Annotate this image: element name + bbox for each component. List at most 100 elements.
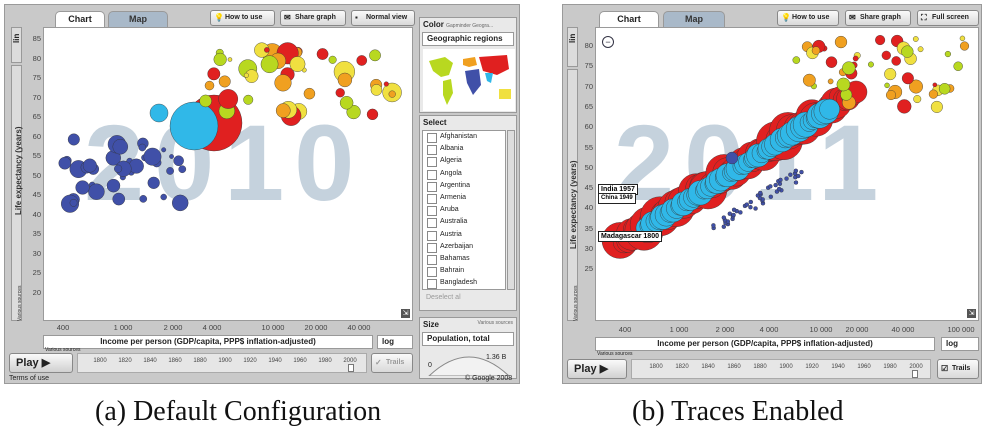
country-bubble[interactable] [138, 143, 147, 152]
trail-bubble[interactable] [768, 194, 774, 200]
country-bubble[interactable] [112, 192, 126, 206]
country-bubble[interactable] [218, 75, 231, 88]
country-item[interactable]: Bangladesh [423, 277, 505, 289]
y-axis-selector[interactable] [567, 69, 578, 321]
trail-bubble[interactable] [799, 169, 804, 175]
country-bubble[interactable] [69, 198, 78, 207]
trail-bubble[interactable] [819, 98, 840, 120]
trail-bubble[interactable] [748, 199, 754, 205]
country-list[interactable]: Afghanistan Albania Algeria Angola Argentina… [422, 130, 506, 290]
country-bubble[interactable] [114, 164, 123, 173]
country-bubble[interactable] [959, 41, 970, 51]
country-bubble[interactable] [366, 108, 379, 120]
trail-label-china[interactable]: China 1949 [598, 193, 636, 204]
country-bubble[interactable] [891, 56, 901, 66]
trail-bubble[interactable] [748, 204, 753, 210]
country-bubble[interactable] [852, 55, 859, 62]
country-bubble[interactable] [932, 82, 938, 88]
country-bubble[interactable] [867, 61, 874, 68]
country-bubble[interactable] [339, 96, 354, 110]
trail-bubble[interactable] [731, 212, 736, 218]
y-scale-toggle[interactable]: lin [11, 27, 22, 63]
country-bubble[interactable] [842, 61, 856, 75]
country-bubble[interactable] [149, 103, 169, 123]
trail-bubble[interactable] [727, 211, 733, 216]
y-axis-selector[interactable] [11, 65, 22, 321]
country-bubble[interactable] [88, 183, 105, 200]
country-bubble[interactable] [316, 48, 329, 60]
country-bubble[interactable] [147, 176, 160, 189]
country-bubble[interactable] [884, 68, 897, 81]
country-bubble[interactable] [275, 103, 291, 118]
bubble-chart-area[interactable]: 2010 ⇲ [43, 27, 413, 321]
country-bubble[interactable] [792, 56, 801, 64]
zoom-out-icon[interactable]: − [602, 36, 614, 48]
country-bubble[interactable] [173, 155, 184, 167]
trail-bubble[interactable] [793, 168, 799, 174]
trail-bubble[interactable] [784, 176, 789, 181]
tab-chart[interactable]: Chart [55, 11, 105, 27]
x-axis-selector[interactable]: Income per person (GDP/capita, PPP$ infl… [43, 335, 373, 349]
share-graph-button[interactable]: ✉ Share graph [845, 10, 911, 26]
country-bubble[interactable] [802, 73, 816, 87]
trail-bubble[interactable] [768, 184, 773, 189]
bubble-chart-area[interactable]: 2011 − India 1957 China 1949 Madagascar … [595, 27, 979, 321]
x-axis-selector[interactable]: Income per person (GDP/capita, PPP$ infl… [595, 337, 935, 351]
country-bubble[interactable] [953, 61, 963, 71]
country-bubble[interactable] [264, 47, 270, 53]
country-bubble[interactable] [139, 195, 148, 203]
bubbles-layer[interactable] [44, 28, 414, 322]
country-bubble[interactable] [897, 99, 912, 114]
country-item[interactable]: Austria [423, 229, 505, 241]
play-button[interactable]: Play ▶ [9, 353, 73, 373]
trail-bubble[interactable] [793, 180, 799, 185]
country-bubble[interactable] [901, 45, 914, 58]
country-bubble[interactable] [337, 72, 353, 88]
country-bubble[interactable] [959, 35, 966, 42]
resize-icon[interactable]: ⇲ [967, 309, 976, 318]
country-bubble[interactable] [213, 52, 227, 66]
country-bubble[interactable] [881, 50, 891, 60]
country-bubble[interactable] [143, 147, 162, 166]
country-item[interactable]: Algeria [423, 155, 505, 168]
country-bubble[interactable] [128, 158, 144, 174]
country-bubble[interactable] [725, 151, 739, 165]
country-bubble[interactable] [204, 80, 215, 91]
country-item[interactable]: Afghanistan [423, 131, 505, 144]
tab-map[interactable]: Map [663, 11, 725, 27]
trail-bubble[interactable] [721, 215, 727, 220]
country-bubble[interactable] [909, 79, 923, 94]
bubbles-layer[interactable] [596, 28, 980, 322]
country-bubble[interactable] [160, 193, 167, 201]
country-bubble[interactable] [207, 67, 221, 81]
country-bubble[interactable] [260, 55, 279, 74]
country-bubble[interactable] [161, 147, 167, 153]
size-select[interactable]: Population, total [422, 332, 514, 346]
country-bubble[interactable] [917, 46, 924, 53]
play-button[interactable]: Play ▶ [567, 359, 627, 379]
country-item[interactable]: Bahrain [423, 265, 505, 278]
country-bubble[interactable] [356, 55, 368, 66]
country-bubble[interactable] [243, 72, 249, 78]
country-bubble[interactable] [913, 95, 922, 104]
country-bubble[interactable] [178, 165, 187, 174]
trails-toggle[interactable]: ✓ Trails [371, 353, 413, 373]
color-select[interactable]: Geographic regions [422, 32, 514, 46]
country-item[interactable]: Angola [423, 168, 505, 180]
tab-map[interactable]: Map [108, 11, 168, 27]
country-bubble[interactable] [383, 81, 389, 87]
world-map-legend[interactable] [423, 49, 515, 111]
resize-icon[interactable]: ⇲ [401, 309, 410, 318]
timeline-handle[interactable] [348, 364, 354, 372]
trail-bubble[interactable] [788, 172, 793, 177]
normal-view-button[interactable]: ▪ Normal view [351, 10, 415, 26]
country-bubble[interactable] [369, 49, 381, 62]
trail-bubble[interactable] [721, 224, 727, 229]
country-bubble[interactable] [303, 87, 316, 100]
country-bubble[interactable] [834, 35, 848, 49]
country-bubble[interactable] [274, 74, 292, 92]
country-bubble[interactable] [885, 90, 897, 101]
country-bubble[interactable] [836, 77, 851, 92]
country-item[interactable]: Australia [423, 216, 505, 229]
country-bubble[interactable] [930, 100, 943, 113]
